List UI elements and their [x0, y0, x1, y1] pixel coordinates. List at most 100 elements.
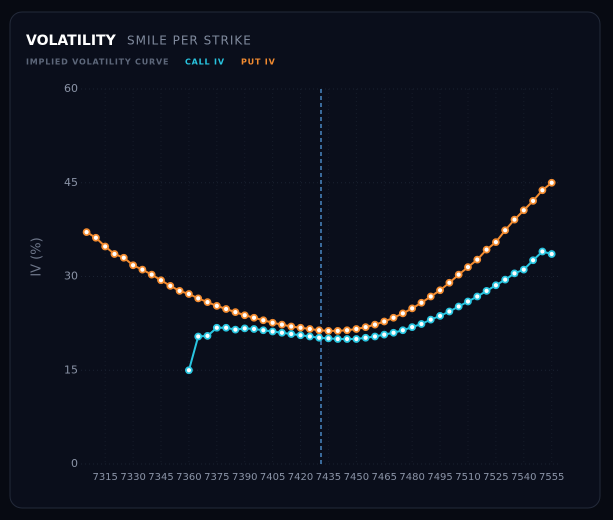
data-point	[324, 326, 333, 335]
data-point	[352, 325, 361, 333]
data-point	[185, 366, 193, 375]
x-tick-label: 7555	[539, 472, 564, 483]
data-point	[296, 323, 305, 332]
data-point	[491, 281, 500, 290]
data-point	[445, 307, 454, 316]
chart-title: VOLATILITY	[26, 33, 117, 49]
data-point	[510, 215, 519, 224]
data-point	[343, 326, 351, 335]
data-point	[371, 320, 379, 329]
data-point	[212, 323, 221, 332]
data-point	[398, 309, 407, 318]
data-point	[417, 298, 426, 307]
legend-entry: CALL IV	[185, 58, 225, 67]
legend-title: IMPLIED VOLATILITY CURVE	[26, 58, 169, 67]
data-point	[464, 297, 472, 306]
data-point	[268, 318, 277, 327]
data-point	[259, 326, 268, 335]
x-tick-label: 7315	[92, 472, 117, 483]
data-point	[91, 233, 100, 242]
data-point	[138, 265, 147, 274]
data-point	[473, 255, 482, 264]
y-tick-label: 30	[64, 270, 78, 283]
data-point	[231, 308, 240, 317]
data-point	[166, 281, 175, 290]
chart-subtitle: SMILE PER STRIKE	[127, 34, 252, 48]
x-tick-label: 7450	[344, 472, 369, 483]
card	[9, 11, 601, 509]
data-point	[129, 261, 137, 270]
data-point	[501, 226, 510, 235]
data-point	[436, 311, 444, 320]
data-point	[231, 325, 240, 334]
data-point	[250, 313, 258, 322]
data-point	[417, 320, 426, 328]
x-tick-label: 7420	[288, 472, 313, 483]
data-point	[157, 276, 165, 285]
data-point	[259, 316, 268, 325]
x-tick-label: 7525	[483, 472, 508, 483]
x-tick-label: 7465	[372, 472, 397, 483]
data-point	[101, 242, 110, 251]
data-point	[268, 327, 277, 336]
data-point	[426, 292, 435, 301]
data-point	[454, 270, 463, 279]
data-point	[287, 330, 296, 338]
data-point	[203, 331, 212, 340]
data-point	[380, 317, 389, 326]
x-tick-label: 7330	[120, 472, 145, 483]
data-point	[315, 326, 324, 335]
data-point	[250, 325, 258, 333]
series-line	[187, 250, 552, 371]
y-tick-label: 15	[64, 363, 78, 376]
data-point	[222, 305, 231, 313]
data-point	[529, 256, 537, 265]
data-point	[194, 294, 203, 303]
x-tick-label: 7390	[232, 472, 257, 483]
x-tick-label: 7510	[455, 472, 480, 483]
data-point	[278, 320, 286, 329]
x-tick-label: 7540	[511, 472, 536, 483]
data-point	[473, 292, 482, 301]
data-point	[538, 186, 547, 195]
data-point	[212, 301, 221, 310]
data-point	[352, 335, 361, 343]
y-tick-label: 60	[64, 82, 78, 95]
data-point	[380, 330, 389, 339]
data-point	[547, 250, 556, 258]
data-point	[305, 325, 314, 333]
legend-entry: PUT IV	[241, 58, 276, 67]
data-point	[147, 270, 156, 279]
data-point	[482, 245, 491, 254]
data-point	[389, 313, 398, 322]
data-point	[538, 247, 547, 256]
data-point	[333, 335, 342, 343]
data-point	[305, 332, 314, 341]
data-point	[436, 286, 444, 295]
data-point	[361, 333, 370, 342]
data-point	[185, 290, 193, 298]
data-point	[324, 334, 333, 343]
y-tick-label: 0	[71, 457, 78, 470]
y-tick-label: 45	[64, 176, 78, 189]
data-point	[445, 278, 454, 287]
data-point	[240, 311, 249, 320]
data-point	[119, 253, 128, 262]
x-tick-label: 7375	[204, 472, 229, 483]
data-point	[464, 263, 472, 272]
x-tick-label: 7405	[260, 472, 285, 483]
data-point	[491, 238, 500, 247]
y-axis-label: IV (%)	[30, 237, 45, 276]
data-point	[240, 324, 249, 333]
data-point	[343, 335, 351, 343]
data-point	[287, 322, 296, 331]
x-tick-label: 7495	[427, 472, 452, 483]
x-tick-label: 7435	[316, 472, 341, 483]
data-point	[203, 298, 212, 307]
x-tick-label: 7360	[176, 472, 201, 483]
data-point	[398, 326, 407, 335]
data-point	[361, 323, 370, 332]
data-point	[510, 269, 519, 278]
